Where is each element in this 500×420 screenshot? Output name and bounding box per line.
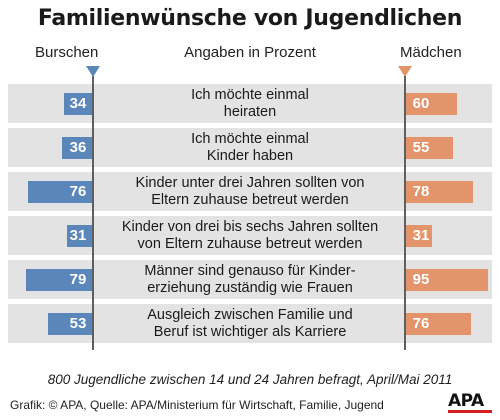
bar-maedchen [405,224,432,247]
category-label: Ich möchte einmal Kinder haben [191,130,309,164]
value-label-maedchen: 76 [412,315,430,332]
bar-maedchen [405,268,488,291]
series-label-maedchen: Mädchen [400,44,462,61]
value-label-burschen: 31 [69,227,87,244]
category-label: Männer sind genauso für Kinder- erziehun… [144,262,356,296]
bar-burschen [62,136,93,159]
bar-burschen [28,180,93,203]
value-label-maedchen: 31 [412,227,430,244]
value-label-burschen: 34 [69,95,87,112]
category-label: Kinder unter drei Jahren sollten von Elt… [135,174,365,208]
category-label: Kinder von drei bis sechs Jahren sollten… [121,218,379,252]
bar-maedchen [405,92,457,115]
bar-burschen [48,312,93,335]
series-label-burschen: Burschen [35,44,99,61]
axis-marker-right-icon [398,66,412,77]
baseline-left [92,76,94,350]
bar-burschen [26,268,93,291]
chart-title: Familienwünsche von Jugendlichen [37,6,463,31]
value-label-burschen: 79 [69,271,87,288]
value-label-maedchen: 95 [412,271,430,288]
value-label-maedchen: 60 [412,95,430,112]
apa-logo-bar [448,410,492,413]
baseline-right [404,76,406,350]
bar-maedchen [405,180,473,203]
source-credit: Grafik: © APA, Quelle: APA/Ministerium f… [10,398,384,412]
axis-marker-left-icon [86,66,100,77]
category-label: Ausgleich zwischen Familie und Beruf ist… [147,306,353,340]
bar-maedchen [405,136,453,159]
chart-body: Ich möchte einmal heiraten 34 60 Ich möchte… [0,84,500,348]
value-label-burschen: 53 [69,315,87,332]
category-label: Ich möchte einmal heiraten [191,86,309,120]
footnote: 800 Jugendliche zwischen 14 und 24 Jahre… [47,372,453,387]
unit-label: Angaben in Prozent [184,44,316,61]
apa-logo-text: APA [448,391,484,411]
value-label-burschen: 76 [69,183,87,200]
bar-burschen [64,92,93,115]
value-label-burschen: 36 [69,139,87,156]
bar-burschen [67,224,93,247]
value-label-maedchen: 55 [412,139,430,156]
apa-logo: APA [448,390,494,414]
bar-maedchen [405,312,471,335]
value-label-maedchen: 78 [412,183,430,200]
